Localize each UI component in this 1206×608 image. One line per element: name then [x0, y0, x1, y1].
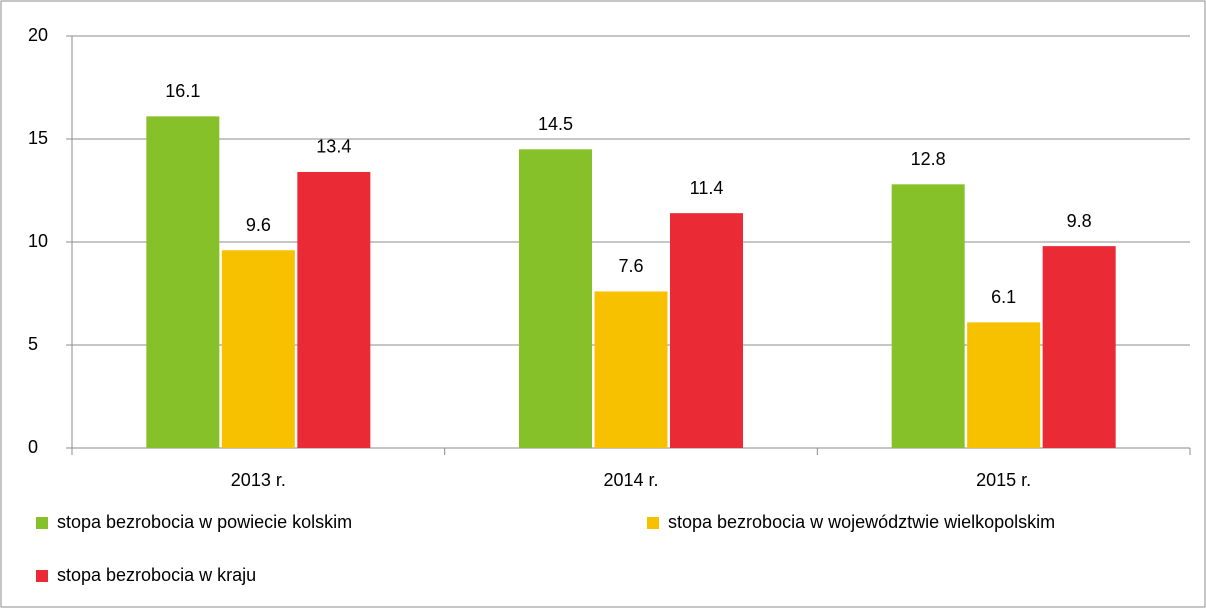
data-label: 6.1	[991, 287, 1016, 307]
bar	[891, 184, 965, 448]
bar	[967, 322, 1041, 448]
legend-swatch	[647, 517, 659, 529]
data-label: 12.8	[911, 149, 946, 169]
data-label: 7.6	[618, 256, 643, 276]
x-tick-label: 2013 r.	[231, 470, 286, 490]
y-tick-label: 15	[28, 128, 48, 148]
y-tick-label: 10	[28, 231, 48, 251]
y-tick-label: 0	[28, 437, 38, 457]
legend-swatch	[36, 517, 48, 529]
bar	[594, 291, 668, 448]
y-tick-label: 5	[28, 334, 38, 354]
y-tick-label: 20	[28, 25, 48, 45]
legend-label: stopa bezrobocia w województwie wielkopo…	[668, 512, 1055, 532]
legend-label: stopa bezrobocia w powiecie kolskim	[57, 512, 352, 532]
data-label: 11.4	[690, 178, 724, 198]
bar	[519, 149, 592, 449]
legend-label: stopa bezrobocia w kraju	[57, 565, 256, 585]
legend-swatch	[36, 570, 48, 582]
bar	[146, 116, 220, 448]
x-tick-label: 2015 r.	[976, 470, 1031, 490]
bar	[297, 171, 371, 448]
data-label: 9.6	[246, 215, 271, 235]
data-label: 16.1	[165, 81, 200, 101]
data-label: 14.5	[538, 114, 573, 134]
bar	[670, 213, 743, 448]
bar	[221, 250, 295, 448]
data-label: 13.4	[316, 137, 351, 157]
data-label: 9.8	[1067, 211, 1092, 231]
x-tick-label: 2014 r.	[603, 470, 658, 490]
bar	[1042, 246, 1116, 448]
